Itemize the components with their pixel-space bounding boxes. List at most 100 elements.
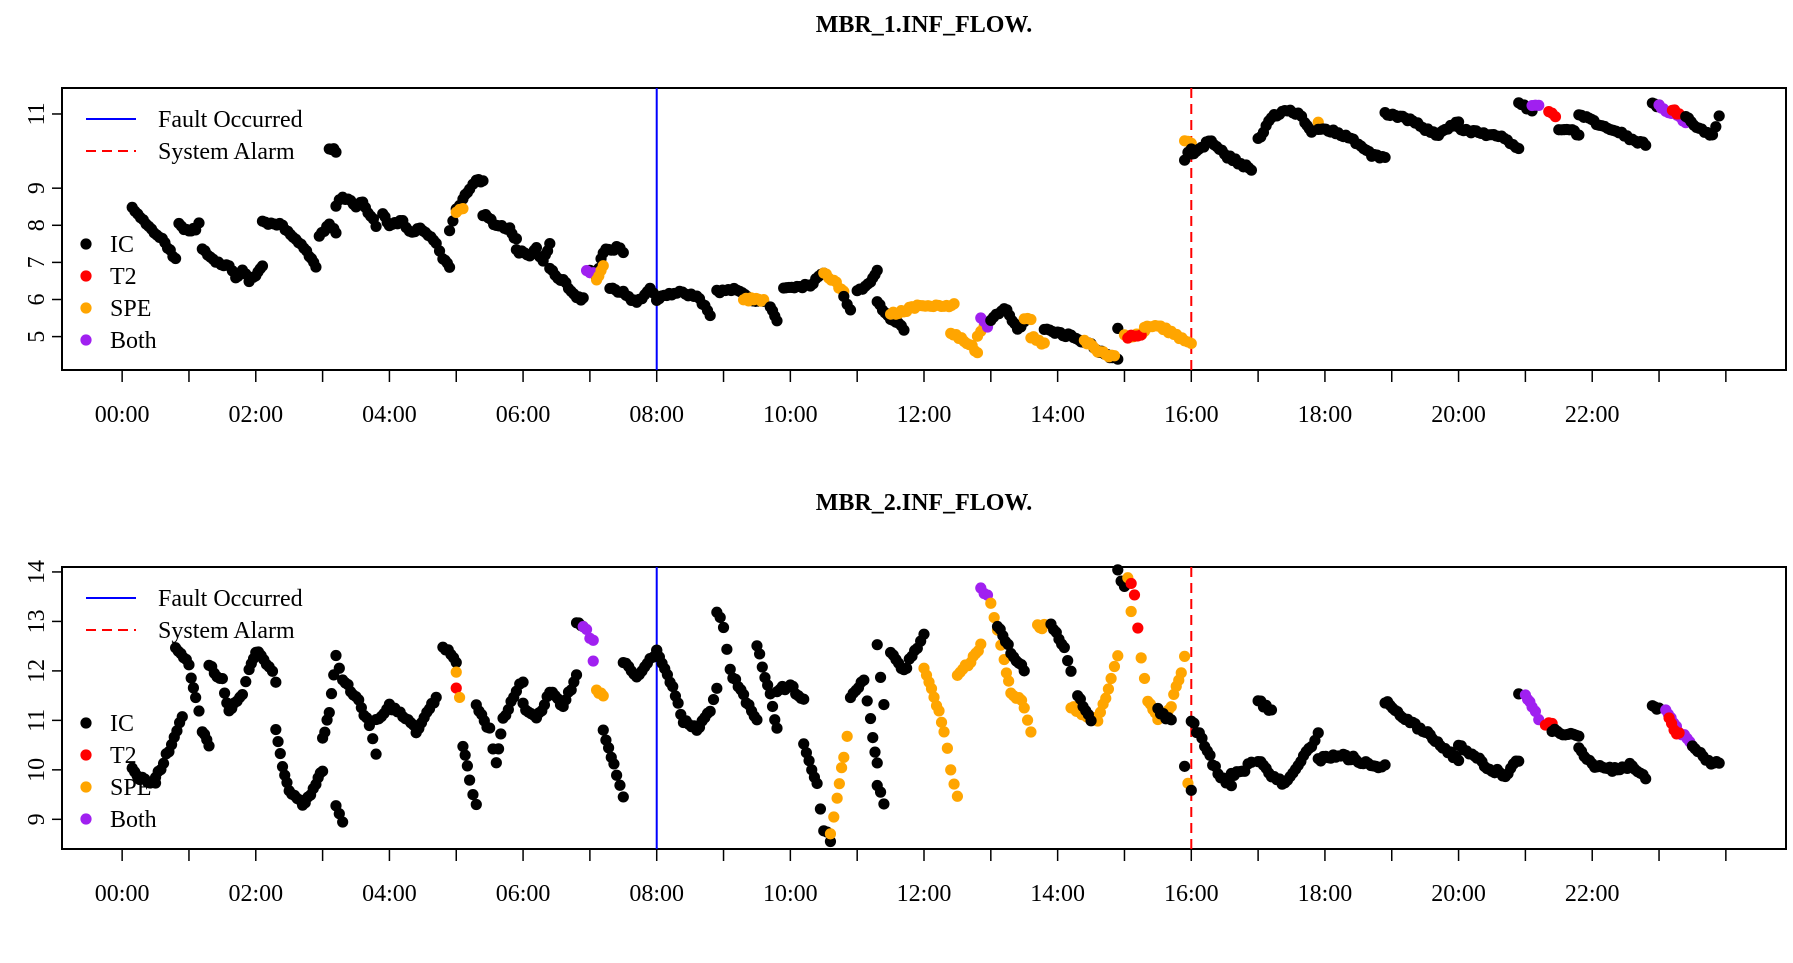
data-point-ic (461, 760, 473, 772)
data-point-ic (218, 687, 231, 699)
data-point-ic (867, 731, 879, 744)
x-tick-label: 14:00 (1030, 881, 1085, 907)
data-point-spe (453, 691, 466, 704)
data-point-ic (319, 726, 331, 738)
data-point-ic (871, 757, 883, 769)
data-point-ic (798, 693, 810, 705)
data-point-spe (831, 792, 843, 804)
data-point-spe (1021, 714, 1034, 726)
data-point-ic (1573, 730, 1585, 742)
data-point-spe (941, 742, 953, 754)
data-point-ic (869, 746, 881, 758)
data-point-spe (1108, 350, 1121, 362)
data-point-spe (928, 691, 940, 703)
data-point-ic (1188, 717, 1200, 729)
data-point-spe (1138, 672, 1151, 685)
data-points (126, 97, 1725, 365)
data-point-ic (1185, 784, 1197, 796)
data-point-ic (597, 724, 609, 736)
data-point-ic (370, 220, 382, 233)
x-tick-label: 18:00 (1298, 402, 1353, 428)
data-point-spe (841, 730, 853, 742)
data-point-spe (1102, 683, 1115, 695)
data-point-ic (1245, 164, 1258, 176)
data-point-ic (737, 688, 750, 701)
data-point-ic (711, 682, 723, 694)
data-point-ic (337, 816, 349, 828)
data-point-ic (256, 260, 269, 272)
x-tick-label: 10:00 (763, 402, 818, 428)
legend-line-label: System Alarm (158, 618, 295, 644)
panel-mbr1: MBR_1.INF_FLOW. 00:00 02:00 04:00 06:00 08:0… (24, 12, 1787, 428)
data-point-ic (276, 761, 289, 773)
data-point-ic (323, 706, 335, 719)
data-point-spe (758, 294, 770, 306)
data-point-ic (1573, 129, 1585, 141)
data-point-ic (754, 648, 766, 660)
legend-point-swatch (80, 813, 92, 825)
y-tick-label: 14 (24, 560, 50, 584)
data-point-ic (1713, 757, 1725, 769)
data-point-ic (1018, 665, 1030, 677)
data-point-ic (1062, 655, 1074, 667)
y-tick-label: 12 (24, 659, 50, 683)
data-point-ic (814, 803, 827, 815)
data-point-spe (1179, 650, 1191, 662)
legend-point-swatch (80, 781, 92, 793)
data-point-ic (707, 693, 720, 706)
data-point-ic (193, 705, 205, 717)
data-point-ic (1312, 727, 1324, 739)
data-point-ic (464, 774, 476, 786)
data-point-ic (798, 738, 810, 750)
data-point-ic (844, 304, 857, 316)
legend-point-swatch (80, 270, 92, 282)
data-point-ic (176, 711, 188, 723)
data-point-t2 (1549, 111, 1562, 123)
data-point-ic (495, 728, 507, 740)
data-point-ic (724, 663, 736, 675)
data-point-spe (951, 790, 964, 802)
data-point-ic (330, 227, 342, 239)
data-point-ic (769, 714, 781, 726)
data-point-ic (871, 639, 883, 651)
data-point-ic (667, 680, 679, 693)
x-tick-label: 20:00 (1431, 881, 1486, 907)
y-tick-label: 7 (24, 256, 50, 268)
data-point-ic (803, 755, 815, 767)
y-tick-label: 9 (24, 813, 50, 825)
data-points (126, 564, 1725, 848)
data-point-ic (193, 217, 205, 229)
x-tick-label: 06:00 (496, 881, 551, 907)
chart-title: MBR_2.INF_FLOW. (816, 490, 1032, 516)
x-tick-label: 08:00 (629, 881, 684, 907)
data-point-ic (510, 233, 522, 245)
data-point-both (587, 655, 599, 667)
data-point-t2 (1132, 622, 1144, 634)
x-tick-label: 12:00 (897, 402, 952, 428)
legend-point-swatch (80, 749, 92, 761)
data-point-ic (1058, 641, 1070, 654)
data-point-ic (266, 665, 279, 677)
data-point-ic (169, 252, 182, 265)
x-tick-label: 08:00 (629, 402, 684, 428)
data-point-ic (771, 315, 783, 327)
data-point-spe (1108, 660, 1121, 673)
data-point-spe (975, 638, 987, 650)
data-point-ic (717, 621, 730, 634)
data-point-ic (751, 714, 763, 726)
data-point-spe (1038, 337, 1050, 349)
data-point-ic (874, 671, 887, 683)
data-point-ic (330, 649, 342, 662)
data-point-ic (443, 225, 456, 237)
x-tick-label: 12:00 (897, 881, 952, 907)
data-point-both (587, 634, 599, 646)
data-point-spe (835, 762, 848, 774)
legend-line-label: System Alarm (158, 139, 295, 165)
data-point-ic (190, 691, 202, 704)
data-point-ic (611, 769, 623, 781)
data-point-ic (1085, 715, 1097, 727)
legend-line-label: Fault Occurred (158, 107, 303, 133)
data-point-ic (901, 662, 913, 674)
x-tick-label: 20:00 (1431, 402, 1486, 428)
data-point-ic (721, 643, 733, 655)
